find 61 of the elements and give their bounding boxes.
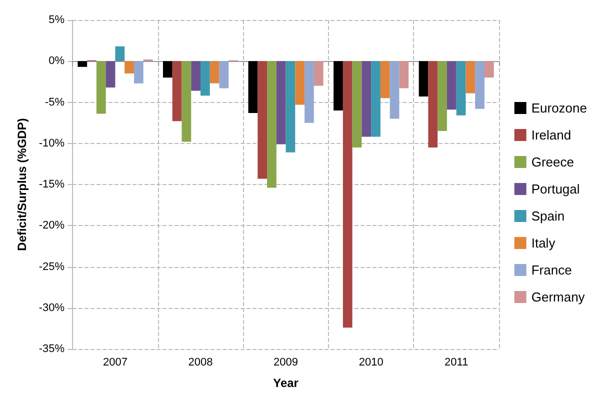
bar: [258, 61, 268, 179]
y-tick-label: -25%: [38, 260, 65, 273]
legend-label: Greece: [531, 154, 574, 170]
bar: [172, 61, 182, 122]
bar: [475, 61, 484, 109]
bar: [334, 61, 343, 110]
legend-label: Germany: [531, 290, 586, 304]
bar: [182, 61, 192, 142]
bar: [438, 61, 447, 132]
bar: [162, 61, 172, 78]
bar: [418, 61, 428, 96]
bar: [134, 61, 144, 84]
legend-label: Ireland: [531, 128, 572, 142]
bar: [314, 61, 324, 86]
bar: [78, 61, 88, 67]
bar: [210, 61, 220, 84]
y-tick-label: -15%: [38, 178, 65, 190]
x-tick-label: 2010: [358, 356, 384, 368]
bar: [200, 61, 210, 96]
bar: [304, 61, 314, 123]
legend-label: Italy: [531, 236, 556, 250]
bar: [428, 61, 438, 148]
bar: [390, 61, 400, 119]
bar: [248, 61, 258, 113]
bar: [106, 61, 116, 88]
y-tick-label: -20%: [38, 220, 65, 232]
bar: [380, 61, 390, 98]
bar: [352, 61, 362, 148]
x-axis-title: Year: [273, 376, 299, 390]
y-tick-label: 0%: [48, 55, 65, 68]
bar: [342, 61, 352, 328]
y-tick-label: -10%: [38, 137, 65, 150]
bar: [115, 46, 125, 62]
legend-label: France: [531, 262, 572, 278]
bar: [219, 61, 229, 88]
bar: [276, 61, 286, 144]
bar: [96, 61, 106, 114]
legend-label: Eurozone: [531, 100, 588, 116]
bar: [456, 61, 466, 116]
legend-label: Spain: [531, 208, 565, 224]
y-tick-label: -30%: [38, 302, 65, 314]
bar: [124, 61, 134, 74]
bar: [362, 61, 372, 137]
x-tick-label: 2009: [274, 356, 298, 368]
bar: [484, 61, 494, 78]
bar: [466, 61, 476, 94]
bar: [191, 61, 201, 91]
bar: [371, 61, 380, 137]
y-tick-label: -5%: [45, 96, 65, 108]
bar: [286, 61, 296, 152]
bar: [446, 61, 456, 110]
y-axis-title: Deficit/Surplus (%GDP): [15, 118, 29, 251]
x-tick-label: 2008: [188, 356, 213, 368]
bar: [399, 61, 409, 88]
legend-label: Portugal: [531, 182, 580, 196]
bar: [267, 61, 276, 188]
y-tick-label: -35%: [38, 343, 65, 355]
x-tick-label: 2011: [444, 356, 468, 368]
bar: [295, 61, 305, 105]
y-tick-label: 5%: [48, 14, 65, 26]
x-tick-label: 2007: [102, 356, 128, 368]
